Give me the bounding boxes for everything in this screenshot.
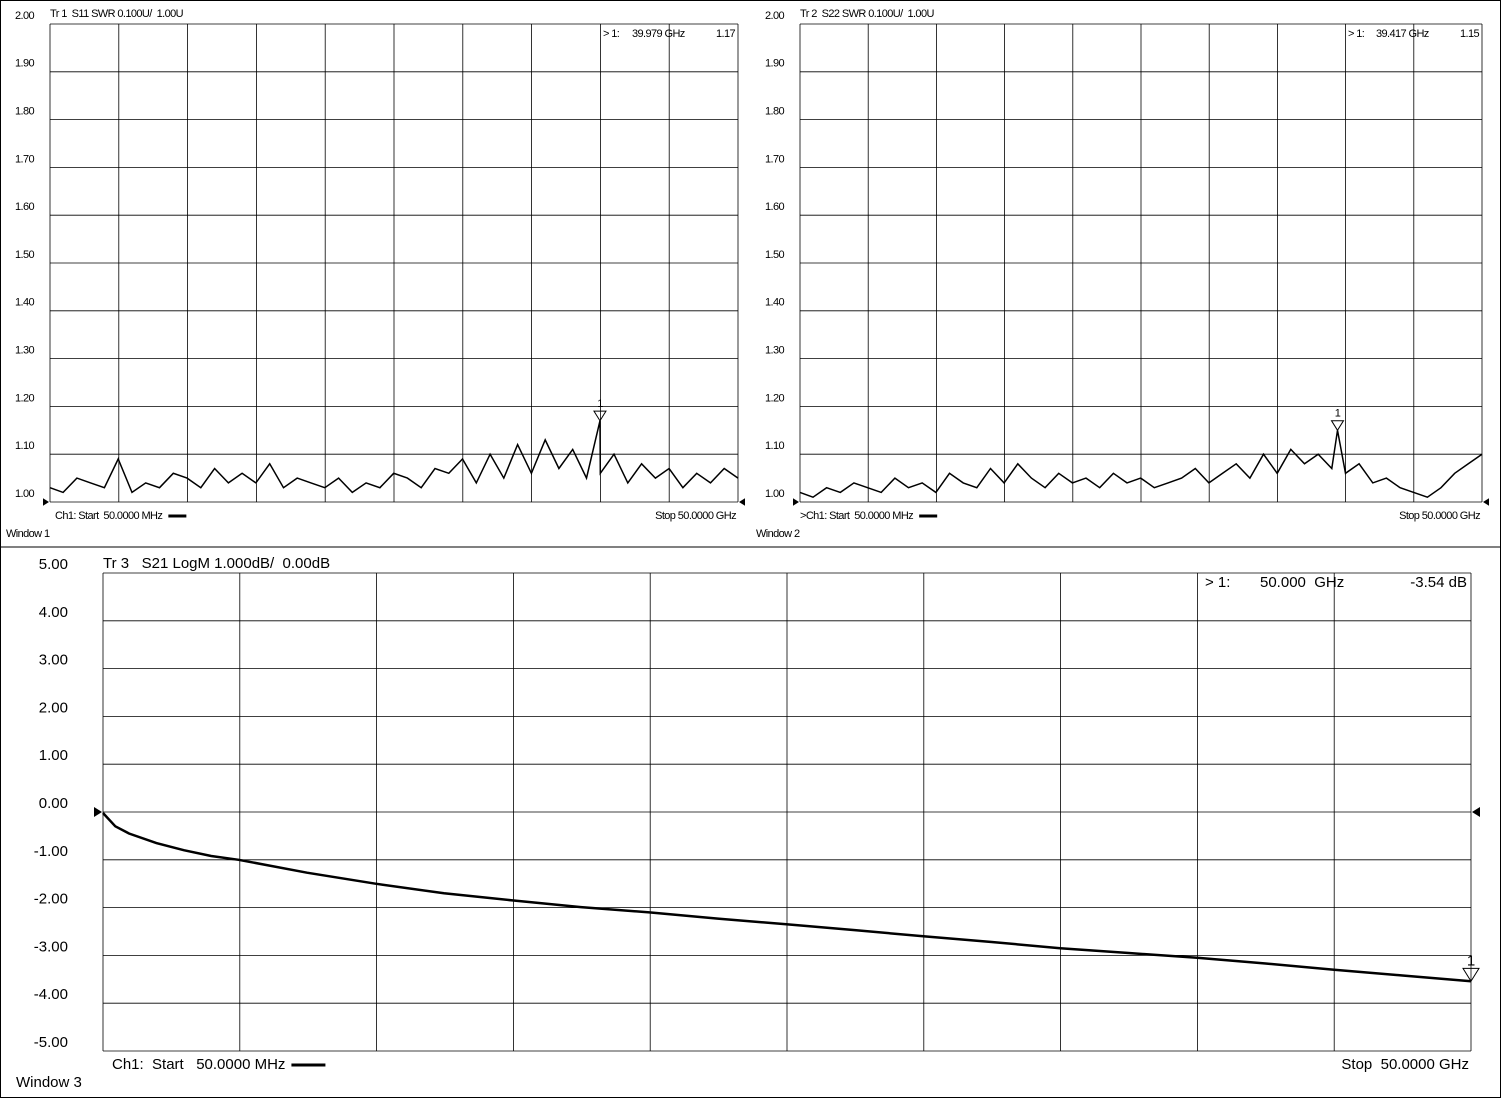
y-tick-label: 1.00 <box>765 488 784 500</box>
marker-label: > 1: <box>603 28 620 40</box>
reference-arrow <box>43 498 49 506</box>
marker-symbol <box>1462 967 1480 983</box>
start-label: Ch1: Start 50.0000 MHz <box>112 1056 285 1073</box>
y-tick-label: 0.00 <box>39 795 68 812</box>
trace-header: Tr 2 S22 SWR 0.100U/ 1.00U <box>800 8 934 20</box>
start-label: >Ch1: Start 50.0000 MHz <box>800 510 913 522</box>
trace-line <box>799 430 1483 499</box>
marker-number: 1 <box>1335 408 1341 420</box>
trace-header: Tr 3 S21 LogM 1.000dB/ 0.00dB <box>103 555 330 572</box>
y-tick-label: 1.20 <box>765 392 784 404</box>
y-tick-label: -1.00 <box>34 843 68 860</box>
window-label: Window 3 <box>16 1074 82 1091</box>
window-label: Window 2 <box>756 528 800 540</box>
y-tick-label: 3.00 <box>39 652 68 669</box>
y-tick-label: 1.90 <box>15 58 34 70</box>
y-tick-label: 1.10 <box>765 440 784 452</box>
marker-value-readout: 1.17 <box>716 28 735 40</box>
y-tick-label: 1.90 <box>765 58 784 70</box>
trace-line <box>49 420 739 494</box>
y-tick-label: 1.00 <box>39 747 68 764</box>
stop-label: Stop 50.0000 GHz <box>1341 1056 1469 1073</box>
y-tick-label: 1.30 <box>15 345 34 357</box>
marker-number: 1 <box>1467 952 1475 969</box>
y-tick-label: -4.00 <box>34 986 68 1003</box>
stop-label: Stop 50.0000 GHz <box>1399 510 1480 522</box>
reference-arrow <box>94 807 102 817</box>
y-tick-label: 2.00 <box>39 699 68 716</box>
y-tick-label: 2.00 <box>765 10 784 22</box>
y-tick-label: 1.40 <box>15 297 34 309</box>
marker-x-readout: 39.417 GHz <box>1376 28 1429 40</box>
y-tick-label: 1.70 <box>15 153 34 165</box>
marker-x-readout: 39.979 GHz <box>632 28 685 40</box>
y-tick-label: 1.80 <box>15 106 34 118</box>
y-tick-label: 1.60 <box>15 201 34 213</box>
y-tick-label: 1.10 <box>15 440 34 452</box>
reference-arrow <box>1472 807 1480 817</box>
y-tick-label: 4.00 <box>39 604 68 621</box>
y-tick-label: 1.40 <box>765 297 784 309</box>
y-tick-label: 1.80 <box>765 106 784 118</box>
y-tick-label: -2.00 <box>34 891 68 908</box>
marker-value-readout: -3.54 dB <box>1410 574 1467 591</box>
y-tick-label: -5.00 <box>34 1034 68 1051</box>
marker-symbol <box>593 410 607 422</box>
y-tick-label: 1.30 <box>765 345 784 357</box>
stop-label: Stop 50.0000 GHz <box>655 510 736 522</box>
start-label: Ch1: Start 50.0000 MHz <box>55 510 162 522</box>
window-label: Window 1 <box>6 528 50 540</box>
y-tick-label: 1.20 <box>15 392 34 404</box>
trace-header: Tr 1 S11 SWR 0.100U/ 1.00U <box>50 8 184 20</box>
y-tick-label: 2.00 <box>15 10 34 22</box>
y-tick-label: 1.00 <box>15 488 34 500</box>
reference-arrow <box>739 498 745 506</box>
trace-line <box>102 812 1472 983</box>
y-tick-label: 1.70 <box>765 153 784 165</box>
y-tick-label: 1.50 <box>15 249 34 261</box>
y-tick-label: -3.00 <box>34 938 68 955</box>
marker-value-readout: 1.15 <box>1460 28 1479 40</box>
marker-number: 1 <box>597 398 603 410</box>
marker-x-readout: 50.000 GHz <box>1260 574 1344 591</box>
y-tick-label: 1.60 <box>765 201 784 213</box>
marker-label: > 1: <box>1205 574 1230 591</box>
reference-arrow <box>793 498 799 506</box>
marker-label: > 1: <box>1348 28 1365 40</box>
y-tick-label: 1.50 <box>765 249 784 261</box>
y-tick-label: 5.00 <box>39 556 68 573</box>
reference-arrow <box>1483 498 1489 506</box>
marker-symbol <box>1330 420 1345 432</box>
